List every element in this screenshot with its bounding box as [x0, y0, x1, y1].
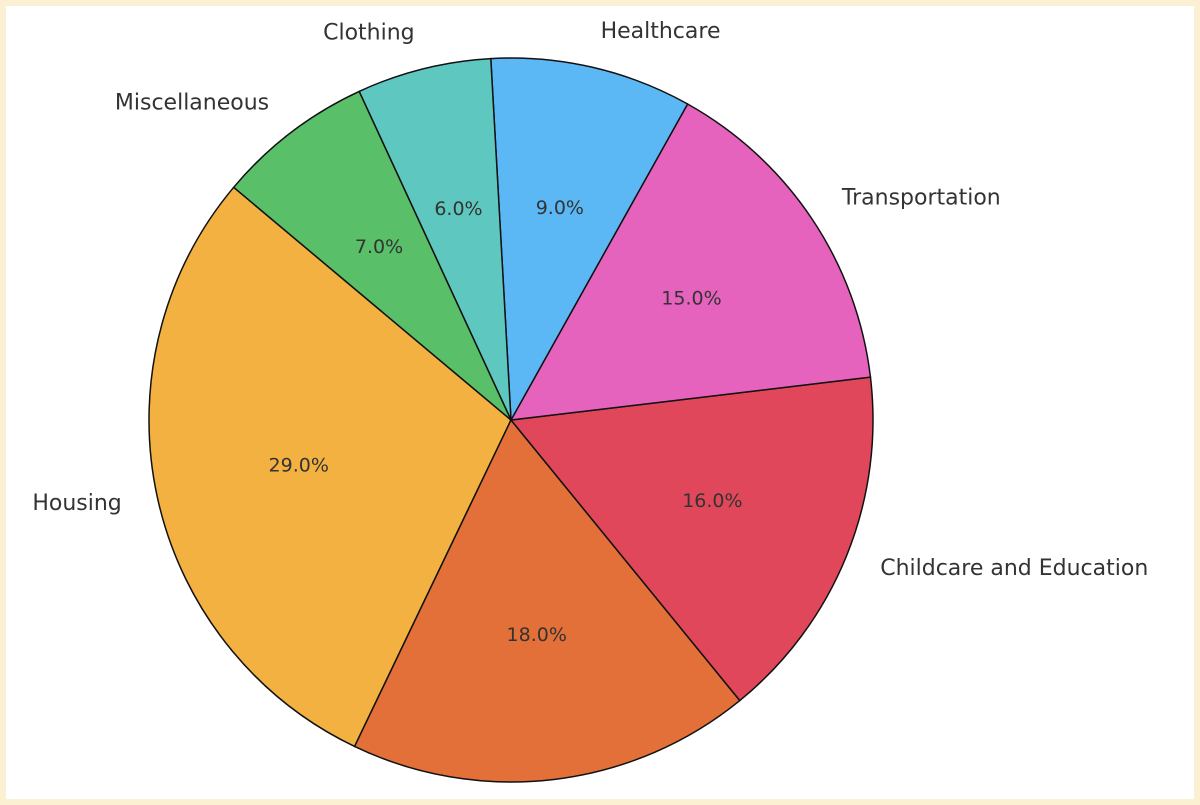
pie-slice — [148, 186, 512, 748]
pct-label: 29.0% — [269, 454, 329, 476]
slice-label: Transportation — [841, 185, 1001, 210]
pie-slice — [509, 102, 872, 421]
pct-label: 9.0% — [536, 197, 584, 219]
slice-label: Miscellaneous — [115, 91, 269, 116]
pct-label: 15.0% — [661, 288, 721, 310]
pct-label: 6.0% — [434, 198, 482, 220]
pct-label: 18.0% — [507, 624, 567, 646]
pie-slice — [509, 376, 874, 702]
pct-label: 16.0% — [682, 490, 742, 512]
pie-slice — [232, 90, 512, 421]
chart: 29.0% Housing 18.0% 16.0% Childcare and Educ… — [32, 19, 1148, 783]
slice-label: Healthcare — [601, 19, 721, 44]
slice-label: Clothing — [323, 21, 415, 46]
pie-slice — [353, 418, 741, 783]
slice-label: Childcare and Education — [880, 556, 1148, 581]
pie-slice — [358, 57, 512, 421]
pie-slice — [490, 57, 689, 423]
pct-label: 7.0% — [355, 236, 403, 258]
slice-label: Housing — [32, 491, 121, 516]
